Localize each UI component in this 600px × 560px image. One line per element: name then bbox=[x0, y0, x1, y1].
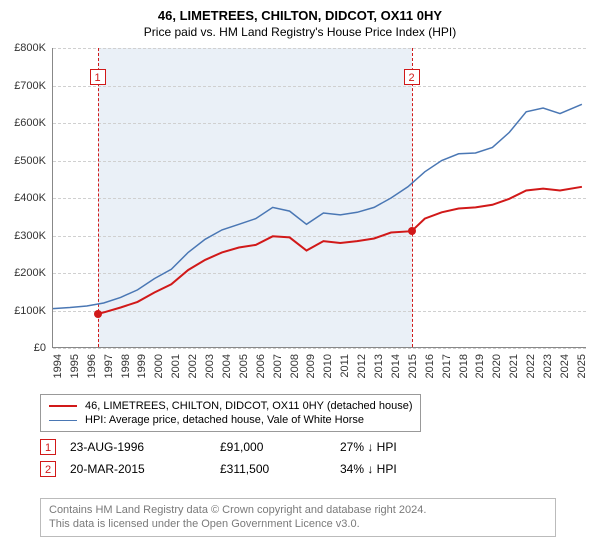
x-tick-label: 2003 bbox=[204, 354, 216, 378]
series-hpi bbox=[53, 104, 582, 308]
event-table-row: 1 23-AUG-1996£91,00027% ↓ HPI bbox=[40, 436, 460, 458]
x-tick-label: 2000 bbox=[153, 354, 165, 378]
y-tick-label: £100K bbox=[14, 305, 46, 317]
legend: 46, LIMETREES, CHILTON, DIDCOT, OX11 0HY… bbox=[40, 394, 421, 432]
legend-swatch bbox=[49, 420, 77, 421]
x-tick-label: 2021 bbox=[508, 354, 520, 378]
x-tick-label: 2022 bbox=[525, 354, 537, 378]
footer-line-1: Contains HM Land Registry data © Crown c… bbox=[49, 503, 547, 517]
event-table-price: £311,500 bbox=[220, 462, 340, 476]
event-table-num: 2 bbox=[40, 461, 56, 477]
x-tick-label: 1995 bbox=[69, 354, 81, 378]
y-tick-label: £800K bbox=[14, 42, 46, 54]
x-tick-label: 2019 bbox=[474, 354, 486, 378]
plot-rect: 12 bbox=[52, 48, 586, 348]
event-table-date: 20-MAR-2015 bbox=[70, 462, 220, 476]
event-table-delta: 34% ↓ HPI bbox=[340, 462, 460, 476]
y-tick-label: £400K bbox=[14, 192, 46, 204]
x-tick-label: 1994 bbox=[52, 354, 64, 378]
x-tick-label: 1996 bbox=[86, 354, 98, 378]
series-property bbox=[98, 187, 582, 314]
x-tick-label: 2009 bbox=[305, 354, 317, 378]
event-table-row: 2 20-MAR-2015£311,50034% ↓ HPI bbox=[40, 458, 460, 480]
x-tick-label: 2004 bbox=[221, 354, 233, 378]
chart-area: 12 £0£100K£200K£300K£400K£500K£600K£700K… bbox=[52, 48, 586, 348]
events-table: 1 23-AUG-1996£91,00027% ↓ HPI 2 20-MAR-2015… bbox=[40, 436, 460, 480]
x-tick-label: 1999 bbox=[136, 354, 148, 378]
x-tick-label: 2025 bbox=[576, 354, 588, 378]
footer-line-2: This data is licensed under the Open Gov… bbox=[49, 517, 547, 531]
y-tick-label: £600K bbox=[14, 117, 46, 129]
event-table-date: 23-AUG-1996 bbox=[70, 440, 220, 454]
y-tick-label: £500K bbox=[14, 155, 46, 167]
x-tick-label: 2007 bbox=[272, 354, 284, 378]
x-tick-label: 1998 bbox=[120, 354, 132, 378]
legend-label: 46, LIMETREES, CHILTON, DIDCOT, OX11 0HY… bbox=[85, 400, 412, 412]
x-tick-label: 2006 bbox=[255, 354, 267, 378]
gridline bbox=[53, 348, 586, 349]
x-tick-label: 2012 bbox=[356, 354, 368, 378]
x-tick-label: 2010 bbox=[322, 354, 334, 378]
x-tick-label: 2024 bbox=[559, 354, 571, 378]
event-dot-2 bbox=[408, 227, 416, 235]
legend-label: HPI: Average price, detached house, Vale… bbox=[85, 414, 364, 426]
legend-item-property: 46, LIMETREES, CHILTON, DIDCOT, OX11 0HY… bbox=[49, 399, 412, 413]
x-tick-label: 2020 bbox=[491, 354, 503, 378]
x-tick-label: 2001 bbox=[170, 354, 182, 378]
chart-title: 46, LIMETREES, CHILTON, DIDCOT, OX11 0HY bbox=[0, 0, 600, 23]
event-table-delta: 27% ↓ HPI bbox=[340, 440, 460, 454]
x-tick-label: 2011 bbox=[339, 354, 351, 378]
footer-attribution: Contains HM Land Registry data © Crown c… bbox=[40, 498, 556, 537]
legend-swatch bbox=[49, 405, 77, 407]
chart-subtitle: Price paid vs. HM Land Registry's House … bbox=[0, 23, 600, 39]
x-tick-label: 2013 bbox=[373, 354, 385, 378]
event-table-num: 1 bbox=[40, 439, 56, 455]
x-tick-label: 2023 bbox=[542, 354, 554, 378]
legend-item-hpi: HPI: Average price, detached house, Vale… bbox=[49, 413, 412, 427]
event-dot-1 bbox=[94, 310, 102, 318]
x-tick-label: 2016 bbox=[424, 354, 436, 378]
x-tick-label: 2014 bbox=[390, 354, 402, 378]
x-tick-label: 2018 bbox=[458, 354, 470, 378]
x-tick-label: 2005 bbox=[238, 354, 250, 378]
x-tick-label: 1997 bbox=[103, 354, 115, 378]
event-table-price: £91,000 bbox=[220, 440, 340, 454]
line-series bbox=[53, 48, 587, 348]
x-tick-label: 2002 bbox=[187, 354, 199, 378]
x-tick-label: 2017 bbox=[441, 354, 453, 378]
y-tick-label: £700K bbox=[14, 80, 46, 92]
x-tick-label: 2015 bbox=[407, 354, 419, 378]
y-tick-label: £0 bbox=[34, 342, 46, 354]
y-tick-label: £200K bbox=[14, 267, 46, 279]
x-tick-label: 2008 bbox=[289, 354, 301, 378]
y-tick-label: £300K bbox=[14, 230, 46, 242]
